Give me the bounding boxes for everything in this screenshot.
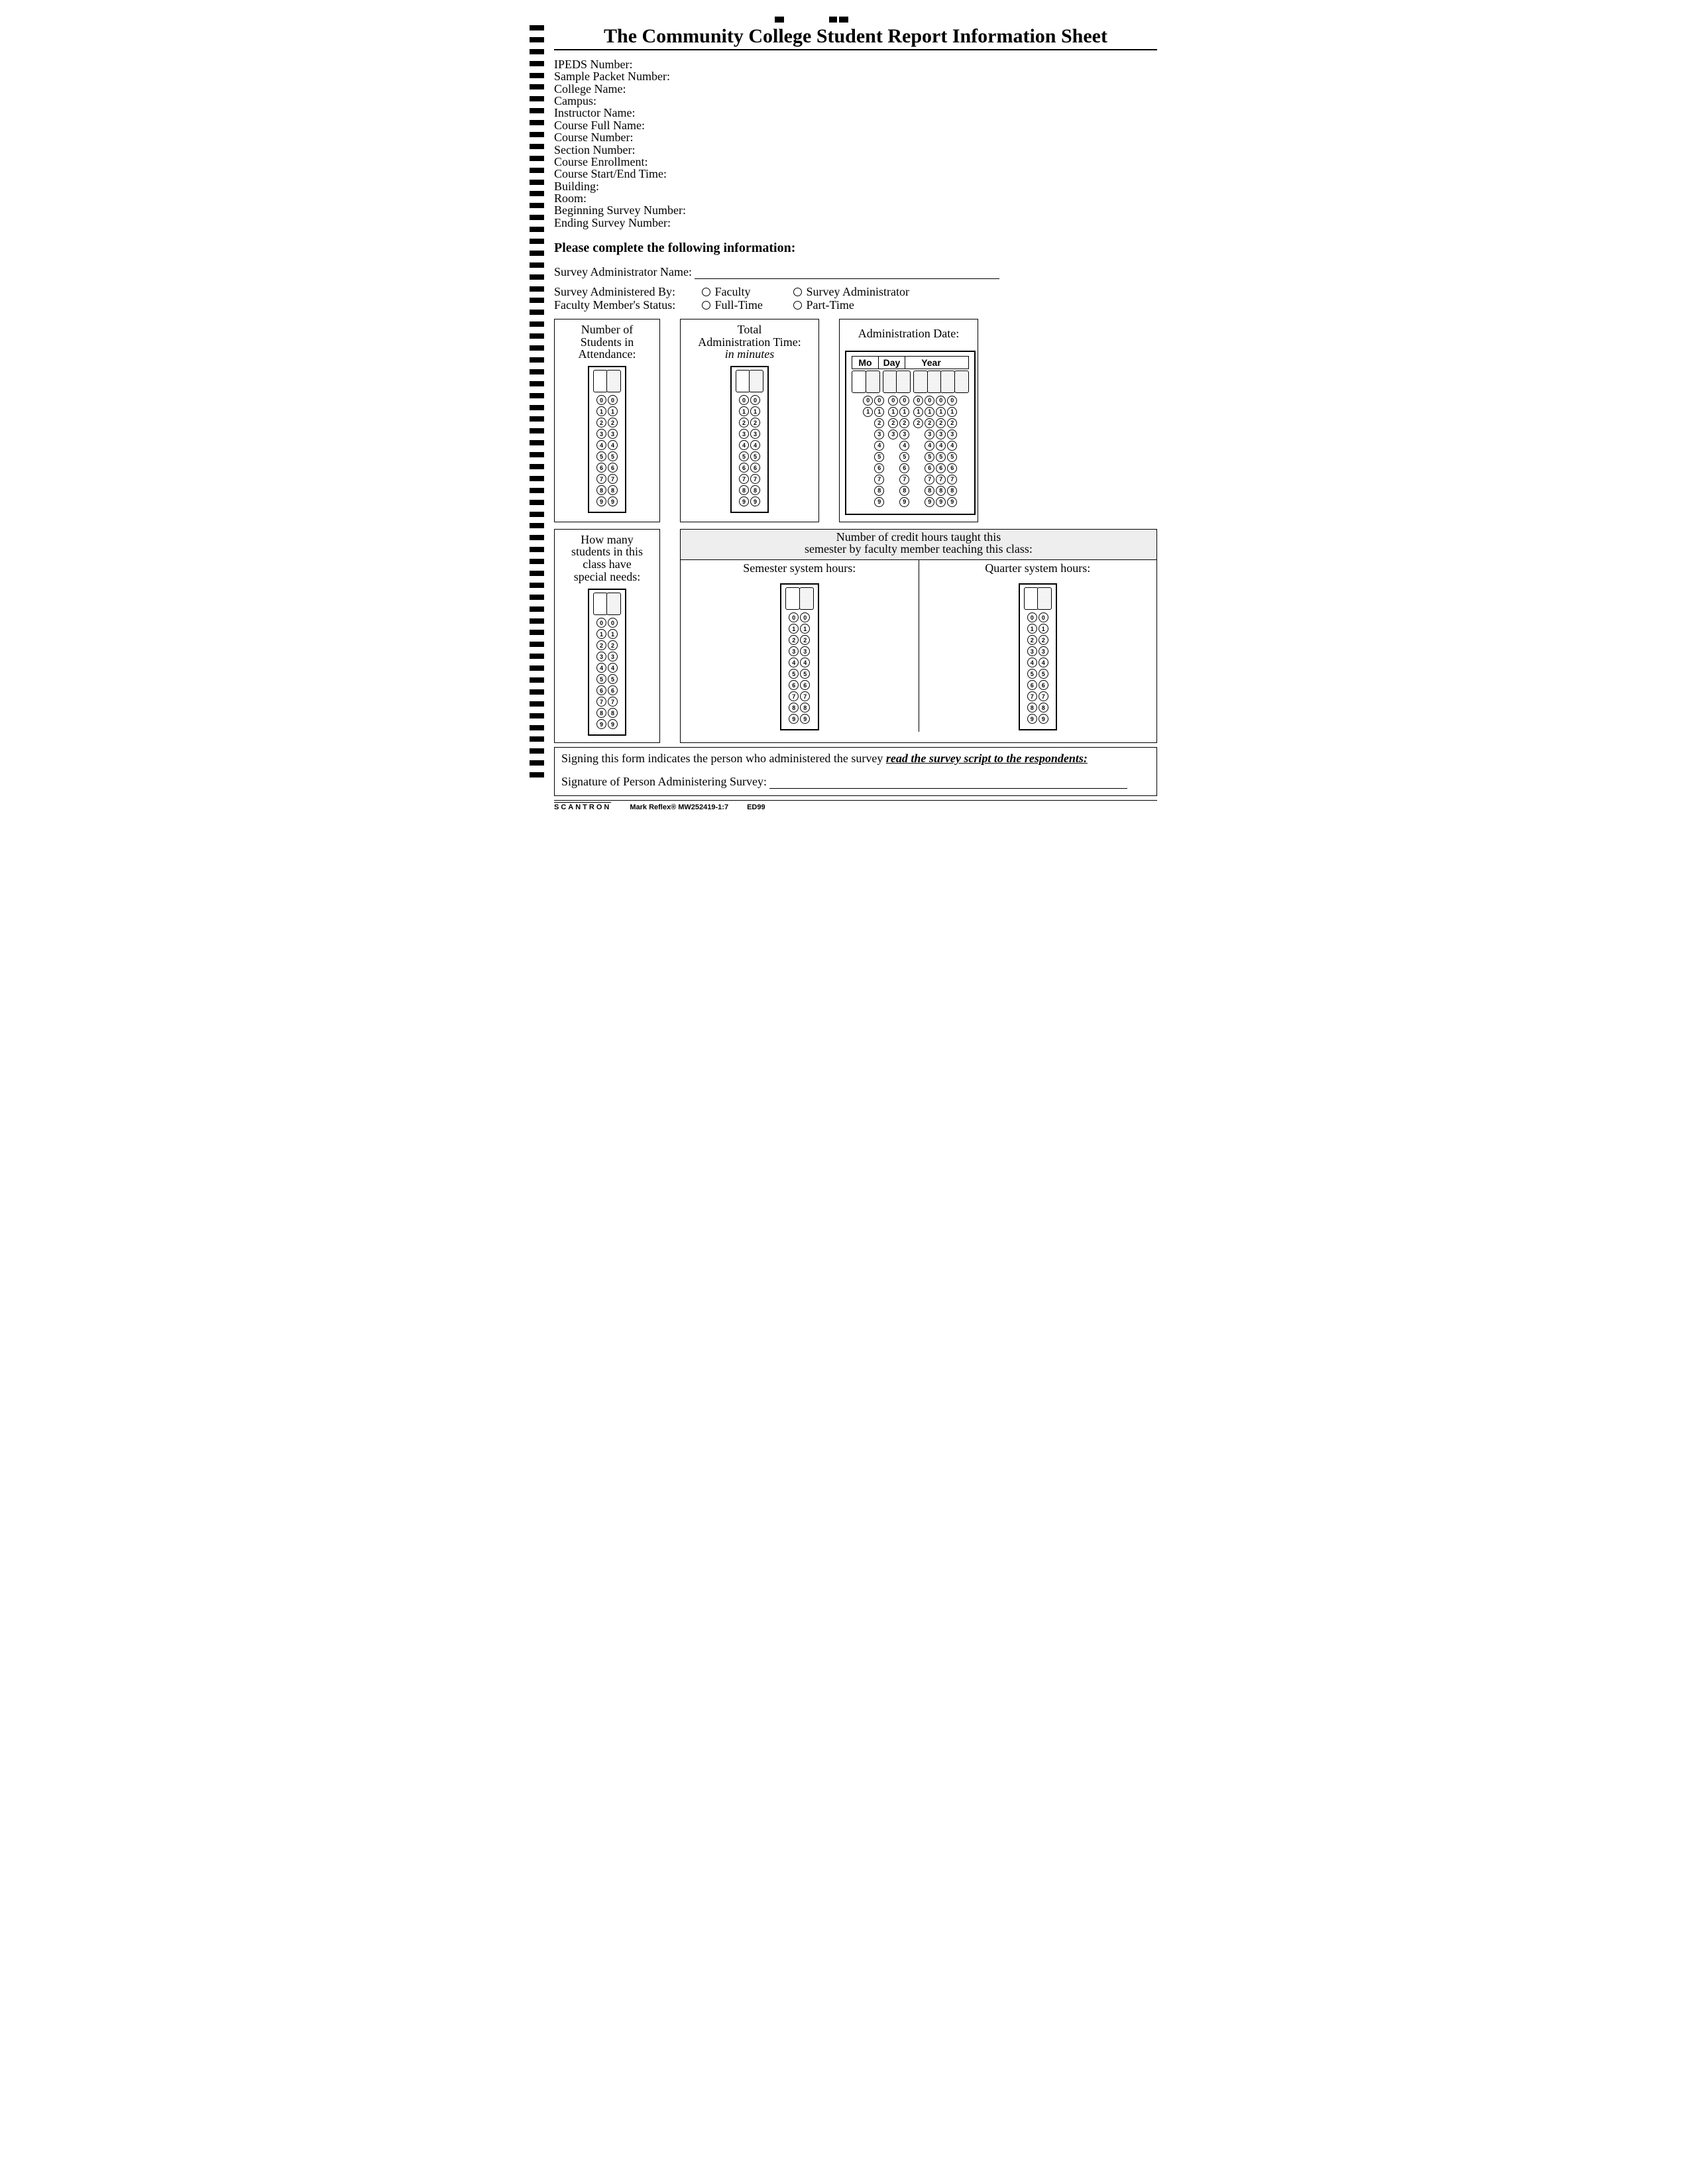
attendance-panel: Number of Students in Attendance: 012345…: [554, 319, 660, 522]
survey-admin-name-input[interactable]: [695, 268, 999, 279]
special-needs-t4: special needs:: [574, 570, 640, 583]
date-header: MoDayYear: [852, 356, 969, 369]
fulltime-oval[interactable]: [702, 301, 710, 310]
credit-hours-strip: Number of credit hours taught this semes…: [681, 530, 1156, 561]
signature-label: Signature of Person Administering Survey…: [561, 775, 767, 789]
header-field: Campus:: [554, 95, 1157, 107]
form-id: ED99: [747, 803, 765, 811]
header-fields: IPEDS Number:Sample Packet Number:Colleg…: [554, 58, 1157, 229]
attendance-bubble-block[interactable]: 01234567890123456789: [588, 366, 627, 513]
header-field: Ending Survey Number:: [554, 217, 1157, 229]
signature-row: Signature of Person Administering Survey…: [561, 775, 1150, 789]
admin-time-title-l1: Total: [738, 323, 762, 336]
faculty-option: Faculty: [715, 285, 751, 298]
survey-admin-option: Survey Administrator: [807, 285, 910, 298]
header-field: Course Full Name:: [554, 119, 1157, 131]
header-field: Instructor Name:: [554, 107, 1157, 119]
cert-emphasis: read the survey script to the respondent…: [886, 752, 1088, 765]
special-needs-t2: students in this: [571, 545, 643, 558]
special-needs-title: How many students in this class have spe…: [560, 534, 654, 584]
admin-date-panel: Administration Date: MoDayYear 010123456…: [839, 319, 978, 522]
admin-date-title: Administration Date:: [845, 323, 972, 345]
header-field: Course Number:: [554, 131, 1157, 143]
fulltime-option: Full-Time: [715, 298, 763, 312]
quarter-label: Quarter system hours:: [919, 560, 1157, 577]
header-field: Room:: [554, 192, 1157, 204]
survey-admin-oval[interactable]: [793, 288, 802, 296]
header-field: Section Number:: [554, 144, 1157, 156]
header-field: Course Start/End Time:: [554, 168, 1157, 180]
special-needs-t3: class have: [583, 557, 631, 571]
semester-bubble-block[interactable]: 01234567890123456789: [780, 583, 819, 730]
attendance-title-l1: Number of: [581, 323, 633, 336]
header-field: IPEDS Number:: [554, 58, 1157, 70]
quarter-bubble-block[interactable]: 01234567890123456789: [1019, 583, 1058, 730]
special-needs-panel: How many students in this class have spe…: [554, 529, 660, 744]
print-footer: SCANTRON Mark Reflex® MW252419-1:7 ED99: [554, 800, 1157, 811]
admin-date-bubble-block[interactable]: MoDayYear 010123456789012301234567890120…: [845, 351, 976, 515]
signature-input[interactable]: [769, 778, 1127, 789]
header-field: Building:: [554, 180, 1157, 192]
attendance-title: Number of Students in Attendance:: [560, 323, 654, 361]
parttime-oval[interactable]: [793, 301, 802, 310]
faculty-oval[interactable]: [702, 288, 710, 296]
parttime-option: Part-Time: [807, 298, 854, 312]
attendance-title-l3: Attendance:: [579, 347, 636, 361]
credit-half-labels: Semester system hours: Quarter system ho…: [681, 560, 1156, 577]
credit-strip-l2: semester by faculty member teaching this…: [805, 542, 1033, 555]
semester-label: Semester system hours:: [681, 560, 919, 577]
attendance-title-l2: Students in: [581, 335, 634, 349]
header-field: College Name:: [554, 83, 1157, 95]
survey-admin-name-label: Survey Administrator Name:: [554, 265, 692, 279]
credit-strip-l1: Number of credit hours taught this: [836, 530, 1001, 544]
timing-marks-column: [530, 25, 544, 777]
survey-admin-name-row: Survey Administrator Name:: [554, 265, 1157, 279]
page-title: The Community College Student Report Inf…: [554, 25, 1157, 50]
header-field: Course Enrollment:: [554, 156, 1157, 168]
admin-time-bubble-block[interactable]: 01234567890123456789: [730, 366, 769, 513]
credit-hours-panel: Number of credit hours taught this semes…: [680, 529, 1157, 744]
administered-by-row: Survey Administered By: Faculty Survey A…: [554, 286, 1157, 299]
special-needs-bubble-block[interactable]: 01234567890123456789: [588, 589, 627, 736]
cert-prefix: Signing this form indicates the person w…: [561, 752, 886, 765]
faculty-status-row: Faculty Member's Status: Full-Time Part-…: [554, 299, 1157, 312]
header-field: Beginning Survey Number:: [554, 204, 1157, 216]
admin-time-panel: Total Administration Time: in minutes 01…: [680, 319, 819, 522]
date-bubble-cols[interactable]: 0101234567890123012345678901201234567890…: [852, 396, 969, 507]
faculty-status-label: Faculty Member's Status:: [554, 299, 697, 312]
admin-time-title-l2: Administration Time:: [698, 335, 801, 349]
instruction-heading: Please complete the following informatio…: [554, 241, 1157, 256]
admin-time-title-em: in minutes: [725, 347, 775, 361]
scantron-brand: SCANTRON: [554, 802, 611, 811]
header-field: Sample Packet Number:: [554, 70, 1157, 82]
administered-by-label: Survey Administered By:: [554, 286, 697, 299]
admin-time-title: Total Administration Time: in minutes: [686, 323, 813, 361]
certification-text: Signing this form indicates the person w…: [561, 752, 1150, 766]
signature-box: Signing this form indicates the person w…: [554, 747, 1157, 796]
form-code: Mark Reflex® MW252419-1:7: [630, 803, 728, 811]
special-needs-t1: How many: [581, 533, 634, 546]
date-entry-row[interactable]: [852, 371, 969, 393]
